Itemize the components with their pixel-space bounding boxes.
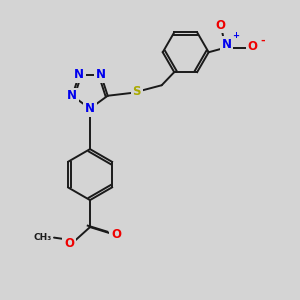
Text: N: N xyxy=(85,102,95,115)
Text: N: N xyxy=(96,68,106,82)
Text: O: O xyxy=(216,19,226,32)
Text: O: O xyxy=(248,40,258,53)
Text: CH₃: CH₃ xyxy=(33,233,52,242)
Text: N: N xyxy=(67,89,77,102)
Text: N: N xyxy=(222,38,232,51)
Text: O: O xyxy=(111,228,121,241)
Text: S: S xyxy=(133,85,141,98)
Text: O: O xyxy=(64,237,74,250)
Text: +: + xyxy=(232,31,239,40)
Text: N: N xyxy=(74,68,84,82)
Text: -: - xyxy=(260,36,265,46)
